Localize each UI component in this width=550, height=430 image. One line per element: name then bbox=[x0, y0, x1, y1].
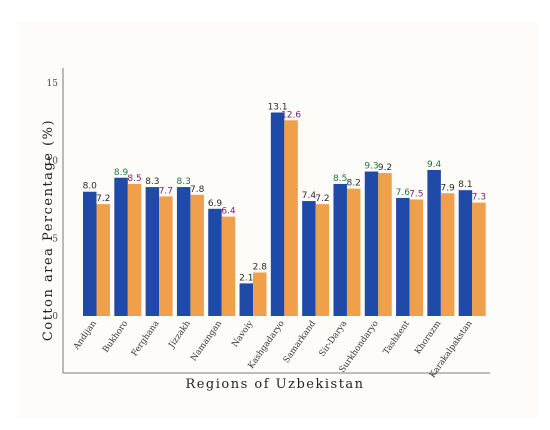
bar bbox=[253, 272, 267, 316]
data-label: 8.5 bbox=[127, 174, 141, 184]
data-label: 9.4 bbox=[427, 160, 442, 170]
bar bbox=[114, 177, 128, 316]
bar bbox=[458, 190, 473, 316]
data-label: 8.3 bbox=[177, 177, 191, 187]
bar bbox=[190, 194, 204, 316]
y-tick-label: 15 bbox=[47, 79, 59, 89]
bar bbox=[315, 204, 330, 316]
bar bbox=[346, 188, 361, 316]
bar bbox=[270, 112, 285, 316]
y-tick-label: 0 bbox=[52, 312, 58, 322]
bar bbox=[333, 183, 347, 316]
bar bbox=[409, 199, 424, 316]
y-axis-title: Cotton area Percentage (%) bbox=[41, 119, 56, 341]
data-labels-group: 8.07.28.98.5 8.37.78.37.86.96.42.12.813.1… bbox=[83, 103, 487, 284]
data-label: 6.4 bbox=[221, 207, 236, 217]
y-tick-label: 5 bbox=[52, 234, 58, 244]
bar bbox=[284, 120, 298, 316]
bar bbox=[145, 187, 160, 316]
data-label: 7.6 bbox=[396, 188, 411, 198]
data-label: 9.2 bbox=[378, 163, 392, 173]
bar bbox=[159, 196, 173, 316]
bar bbox=[472, 202, 486, 316]
bar bbox=[302, 201, 316, 316]
data-label: 7.7 bbox=[159, 186, 173, 196]
data-label: 2.1 bbox=[239, 273, 253, 283]
data-label: 12.6 bbox=[281, 110, 301, 120]
bar bbox=[208, 208, 222, 316]
bar bbox=[239, 283, 254, 316]
bar bbox=[364, 171, 379, 316]
data-label: 13.1 bbox=[268, 103, 288, 113]
y-axis: 0 5 10 15 bbox=[47, 68, 64, 373]
data-label: 8.9 bbox=[114, 168, 129, 178]
bar bbox=[96, 204, 110, 316]
data-label: 7.9 bbox=[440, 183, 455, 193]
bar bbox=[221, 216, 236, 316]
bar bbox=[83, 191, 97, 316]
bar bbox=[396, 197, 410, 316]
data-label: 7.5 bbox=[409, 190, 423, 200]
data-label: 8.5 bbox=[333, 174, 347, 184]
data-label: 6.9 bbox=[208, 199, 223, 209]
bar bbox=[378, 173, 392, 316]
x-axis-title: Regions of Uzbekistan bbox=[185, 377, 364, 392]
bars-group bbox=[83, 112, 486, 316]
bar bbox=[176, 187, 191, 316]
data-label: 8.0 bbox=[83, 182, 98, 192]
data-label: 7.4 bbox=[302, 191, 317, 201]
data-label: 8.1 bbox=[458, 180, 472, 190]
data-label: 8.2 bbox=[347, 179, 361, 189]
data-label: 2.8 bbox=[253, 263, 268, 273]
bar bbox=[427, 169, 441, 316]
data-label: 8.3 bbox=[145, 177, 159, 187]
data-label: 9.3 bbox=[364, 162, 378, 172]
bar bbox=[127, 183, 142, 316]
data-label: 7.2 bbox=[96, 194, 110, 204]
data-label: 7.8 bbox=[190, 185, 205, 195]
data-label: 7.3 bbox=[472, 193, 486, 203]
data-label: 7.2 bbox=[315, 194, 329, 204]
y-tick-label: 10 bbox=[47, 157, 59, 167]
bar bbox=[440, 193, 455, 316]
